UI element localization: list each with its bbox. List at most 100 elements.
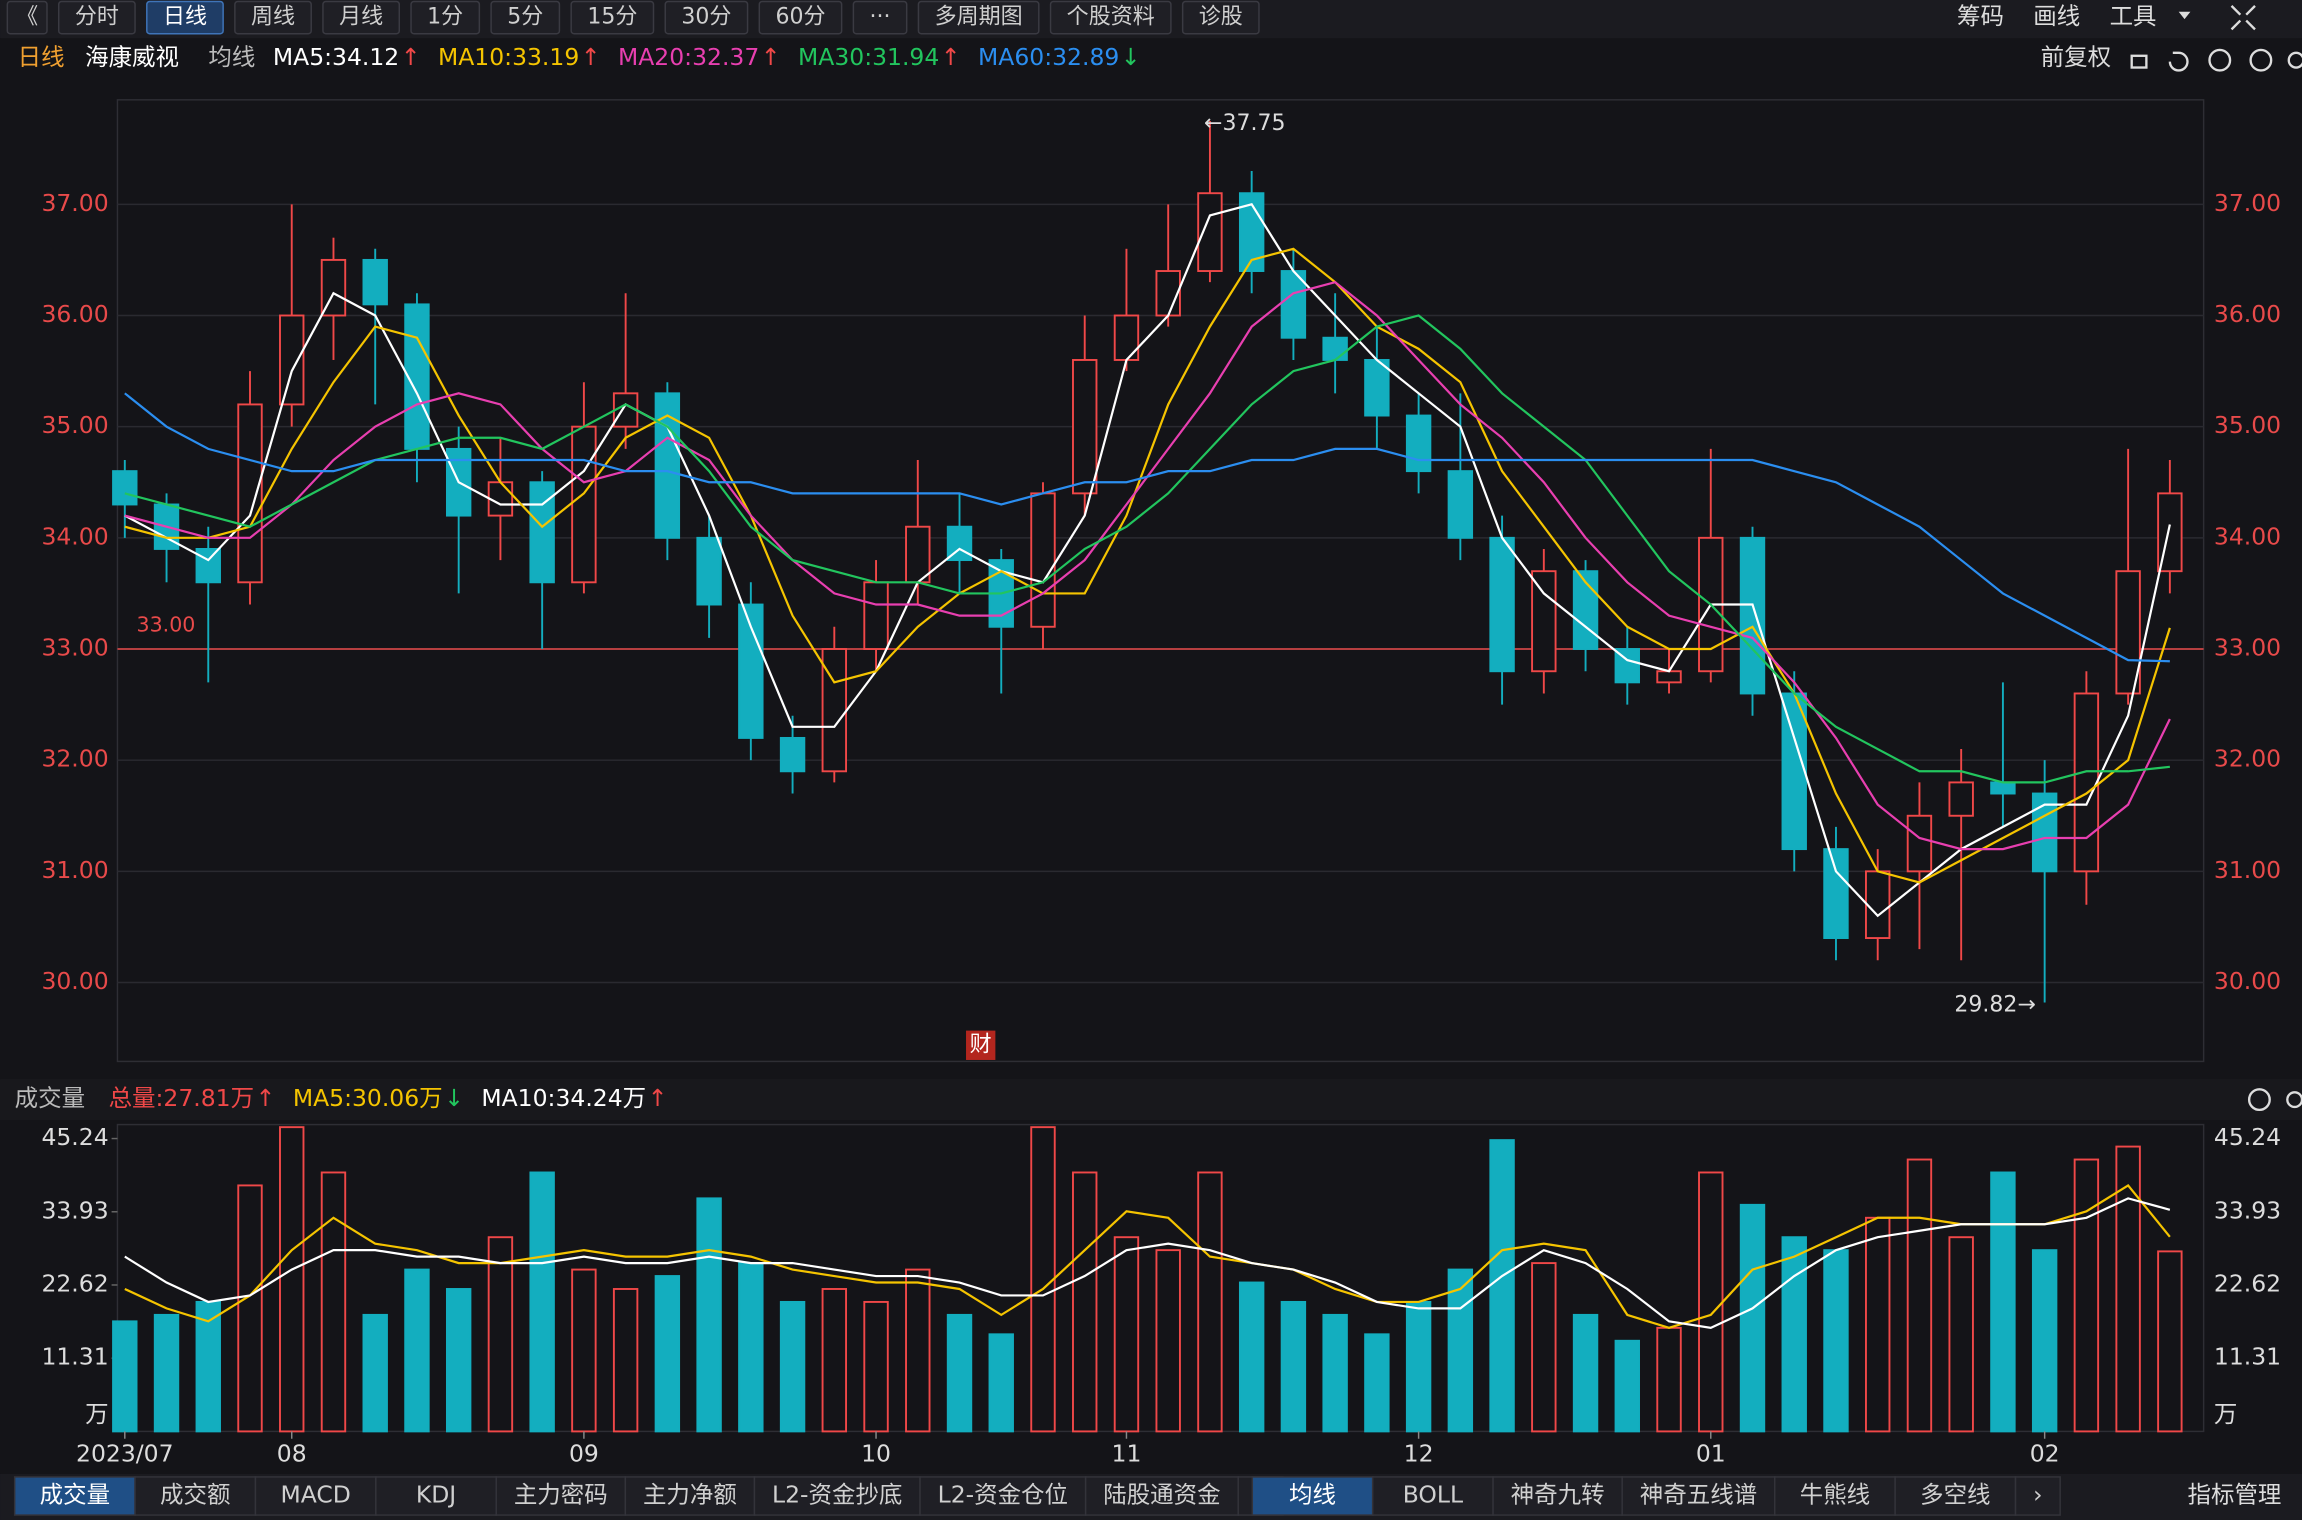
toolbar-button[interactable] [664, 0, 749, 35]
indicator-tab-label[interactable]: BOLL [1403, 1480, 1463, 1508]
indicator-tab-label[interactable]: 陆股通资金 [1103, 1480, 1220, 1508]
indicator-tab[interactable] [1084, 1476, 1239, 1516]
toolbar-button-label[interactable]: 分时 [75, 5, 119, 30]
volume-bar [529, 1171, 555, 1433]
lock-icon[interactable] [2130, 54, 2148, 69]
toolbar-menu[interactable]: 工具 [2110, 2, 2157, 30]
volume-bar [1698, 1171, 1724, 1433]
toolbar-button-label[interactable]: 周线 [251, 5, 295, 30]
indicator-tab[interactable] [134, 1476, 257, 1516]
toolbar-button[interactable] [6, 0, 48, 35]
volume-bar [1030, 1126, 1056, 1433]
toolbar-button-label[interactable]: 1分 [427, 5, 463, 30]
toolbar-button[interactable] [322, 0, 401, 35]
indicator-tab-label[interactable]: 多空线 [1920, 1480, 1990, 1508]
indicator-tab[interactable] [1774, 1476, 1896, 1516]
toolbar-button[interactable] [852, 0, 908, 35]
indicator-tab[interactable] [624, 1476, 756, 1516]
toolbar-menu[interactable]: 画线 [2033, 2, 2080, 30]
indicator-tab-label[interactable]: L2-资金抄底 [772, 1480, 902, 1508]
toolbar-button-label[interactable]: 60分 [775, 5, 825, 30]
volume-bar [1238, 1281, 1265, 1433]
indicator-tab[interactable] [1371, 1476, 1494, 1516]
toolbar-button[interactable] [1049, 0, 1172, 35]
ma-line [124, 203, 2171, 918]
toolbar-button[interactable] [758, 0, 843, 35]
settings-icon[interactable] [2287, 51, 2302, 69]
zoom-in-icon[interactable] [2208, 48, 2232, 72]
volume-ma-line [124, 1197, 2171, 1329]
zoom-out-icon[interactable] [2249, 48, 2273, 72]
indicator-tab-label[interactable]: 牛熊线 [1800, 1480, 1870, 1508]
volume-total: 总量:27.81万 [109, 1084, 255, 1112]
ma-line [124, 392, 2170, 663]
toolbar-button[interactable] [146, 0, 224, 35]
period-label: 日线 [18, 43, 65, 71]
indicator-manage[interactable]: 指标管理 [2188, 1480, 2282, 1508]
indicator-tab-label[interactable]: 神奇九转 [1511, 1480, 1605, 1508]
toolbar-button-label[interactable]: 日线 [163, 5, 207, 30]
indicator-tab[interactable] [1621, 1476, 1776, 1516]
fullscreen-icon[interactable] [2230, 5, 2256, 31]
toolbar-button-label[interactable]: 诊股 [1199, 5, 1243, 30]
adjust-label[interactable]: 前复权 [2041, 43, 2111, 71]
event-marker[interactable]: 财 [970, 1032, 992, 1057]
volume-bar [362, 1313, 388, 1433]
indicator-tab-label[interactable]: 成交量 [40, 1480, 110, 1508]
volume-bar [1781, 1236, 1807, 1433]
toolbar-button-label[interactable]: 多周期图 [935, 5, 1023, 30]
close-icon[interactable] [2247, 1088, 2271, 1112]
volume-bar [821, 1288, 848, 1433]
indicator-tab-label[interactable]: 主力净额 [643, 1480, 737, 1508]
indicator-tab-label[interactable]: L2-资金仓位 [938, 1480, 1068, 1508]
volume-tick-label: 33.93 [41, 1196, 108, 1224]
candle-body [2073, 692, 2100, 873]
indicator-tab-label[interactable]: KDJ [416, 1480, 456, 1508]
undo-icon[interactable] [2168, 51, 2189, 72]
toolbar-button-label[interactable]: 个股资料 [1067, 5, 1155, 30]
toolbar-button[interactable] [1181, 0, 1260, 35]
y-tick-label: 34.00 [41, 522, 108, 550]
toolbar-button[interactable] [917, 0, 1040, 35]
dropdown-icon[interactable] [2178, 11, 2191, 20]
volume-bar [905, 1268, 931, 1433]
toolbar-menu[interactable]: 筹码 [1957, 2, 2004, 30]
event-marker-bg[interactable] [966, 1030, 996, 1060]
indicator-tab[interactable] [13, 1476, 136, 1516]
toolbar-button[interactable] [57, 0, 136, 35]
volume-bar [487, 1236, 514, 1433]
indicator-tab-label[interactable]: 神奇五线谱 [1640, 1480, 1757, 1508]
volume-tick-label: 11.31 [41, 1343, 108, 1371]
toolbar-button[interactable] [234, 0, 312, 35]
indicator-tab[interactable] [1251, 1476, 1374, 1516]
volume-bar [779, 1300, 806, 1433]
indicator-tab-label[interactable]: 成交额 [160, 1480, 230, 1508]
toolbar-button-label[interactable]: ··· [870, 5, 891, 30]
indicator-tab-label[interactable]: 主力密码 [514, 1480, 608, 1508]
indicator-tab[interactable] [254, 1476, 377, 1516]
indicator-tab[interactable] [2014, 1476, 2061, 1516]
toolbar-button-label[interactable]: 《 [16, 5, 38, 30]
volume-bar [1823, 1249, 1849, 1433]
indicator-tab[interactable] [1894, 1476, 2017, 1516]
legend-arrow: ↑ [941, 43, 961, 71]
indicator-tab-label[interactable]: › [2033, 1480, 2042, 1508]
indicator-tab[interactable] [495, 1476, 627, 1516]
toolbar-button[interactable] [490, 0, 561, 35]
toolbar-button[interactable] [410, 0, 481, 35]
toolbar-button-label[interactable]: 月线 [339, 5, 383, 30]
indicator-tab-label[interactable]: MACD [280, 1480, 350, 1508]
toolbar-button-label[interactable]: 5分 [507, 5, 543, 30]
indicator-tab[interactable] [753, 1476, 921, 1516]
toolbar-button-label[interactable]: 30分 [681, 5, 731, 30]
indicator-tab-label[interactable]: 均线 [1289, 1480, 1336, 1508]
volume-bar [1364, 1333, 1390, 1433]
candle-body [1656, 670, 1682, 684]
toolbar-button-label[interactable]: 15分 [587, 5, 637, 30]
x-tick-label: 02 [2030, 1439, 2060, 1467]
toolbar-button[interactable] [570, 0, 655, 35]
indicator-tab[interactable] [919, 1476, 1087, 1516]
volume-tick-label-right: 22.62 [2214, 1269, 2281, 1297]
